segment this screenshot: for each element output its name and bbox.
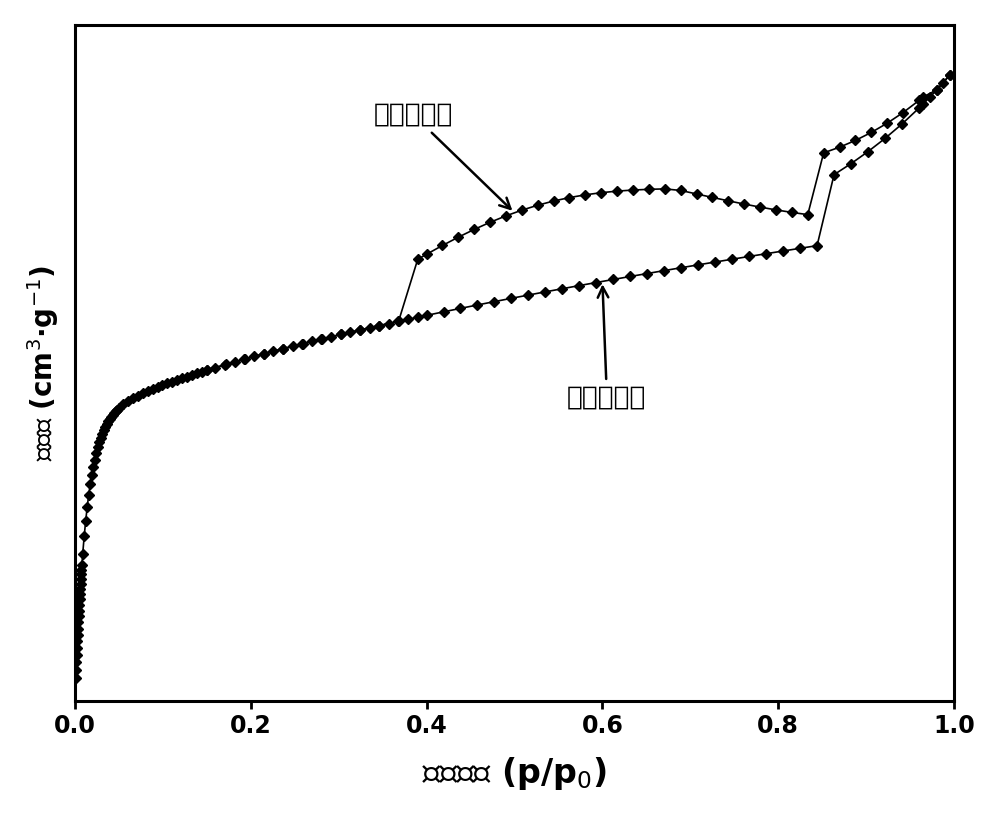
X-axis label: 相对压力 (p/p$_0$): 相对压力 (p/p$_0$) <box>422 755 607 792</box>
Text: 吸附等温线: 吸附等温线 <box>567 287 647 410</box>
Y-axis label: 吸附量 (cm$^3$·g$^{-1}$): 吸附量 (cm$^3$·g$^{-1}$) <box>25 266 61 461</box>
Text: 脱附等温线: 脱附等温线 <box>374 102 510 209</box>
